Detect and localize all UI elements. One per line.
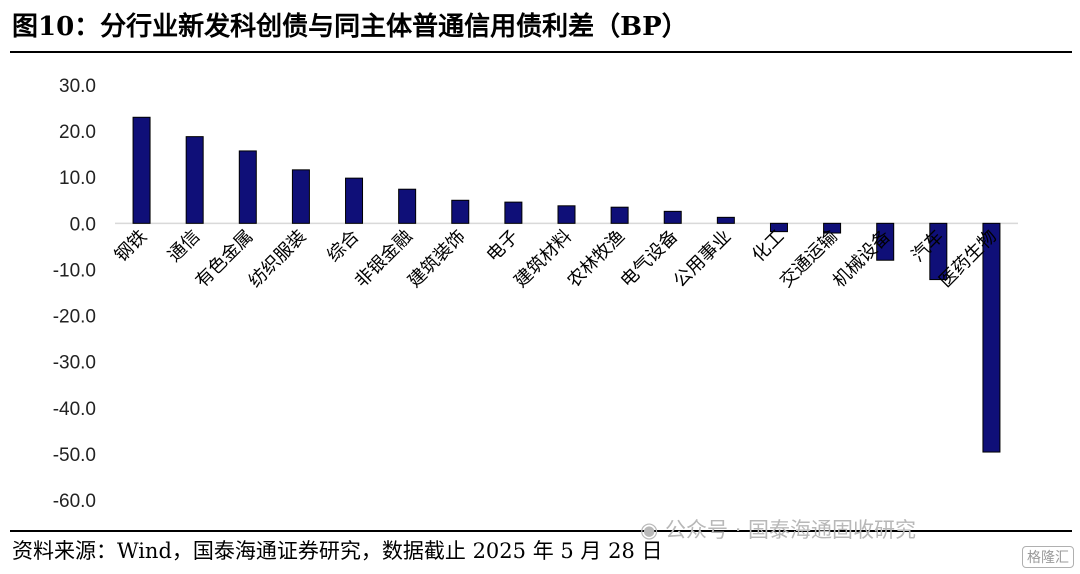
watermark-text: 公众号 · 国泰海通固收研究 — [665, 518, 917, 542]
bar — [291, 169, 310, 224]
bar — [345, 177, 364, 224]
category-label: 综合 — [323, 226, 363, 266]
bar — [238, 150, 257, 224]
source-rule — [10, 530, 1072, 532]
y-tick-label: -40.0 — [53, 399, 96, 420]
bar — [398, 188, 417, 224]
category-label: 电气设备 — [617, 226, 683, 292]
bar — [823, 222, 842, 234]
y-axis: 30.0 20.0 10.0 0.0 -10.0 -20.0 -30.0 -40.0 -50.0… — [53, 76, 96, 512]
category-label: 建筑材料 — [510, 226, 576, 292]
y-tick-label: -50.0 — [53, 445, 96, 466]
category-label: 纺织服装 — [245, 226, 311, 292]
bar — [663, 210, 682, 224]
bar — [769, 222, 788, 233]
y-tick-label: 0.0 — [70, 214, 96, 235]
watermark: ◉ 公众号 · 国泰海通固收研究 — [640, 514, 916, 544]
bar — [716, 216, 735, 224]
bar — [451, 199, 470, 224]
bar — [929, 222, 948, 281]
bar — [504, 201, 523, 224]
category-label: 农林牧渔 — [563, 226, 629, 292]
bar — [876, 222, 895, 261]
category-label: 通信 — [164, 226, 204, 266]
watermark-logo: 格隆汇 — [1022, 546, 1074, 568]
y-tick-label: -60.0 — [53, 491, 96, 512]
category-label: 建筑装饰 — [404, 226, 470, 292]
y-tick-label: 30.0 — [59, 76, 96, 97]
bar — [610, 206, 629, 224]
bar — [982, 222, 1001, 453]
y-tick-label: -10.0 — [53, 260, 96, 281]
bar — [132, 116, 151, 224]
title-rule — [10, 51, 1072, 53]
category-label: 公用事业 — [670, 226, 736, 292]
category-label: 非银金融 — [351, 226, 417, 292]
bar — [185, 136, 204, 224]
wechat-icon: ◉ — [640, 518, 659, 542]
category-label: 交通运输 — [776, 226, 842, 292]
bars-group — [132, 116, 1001, 453]
chart-title: 图10：分行业新发科创债与同主体普通信用债利差（BP） — [12, 12, 688, 42]
bar-chart: 30.0 20.0 10.0 0.0 -10.0 -20.0 -30.0 -40.0 -50.0… — [53, 76, 1018, 512]
bar — [557, 205, 576, 224]
category-label: 钢铁 — [111, 226, 151, 266]
category-label: 电子 — [483, 226, 523, 266]
y-tick-label: 10.0 — [59, 168, 96, 189]
y-tick-label: -20.0 — [53, 307, 96, 328]
source-note: 资料来源：Wind，国泰海通证券研究，数据截止 2025 年 5 月 28 日 — [12, 539, 663, 563]
y-tick-label: 20.0 — [59, 122, 96, 143]
y-tick-label: -30.0 — [53, 353, 96, 374]
category-label: 有色金属 — [192, 226, 258, 292]
